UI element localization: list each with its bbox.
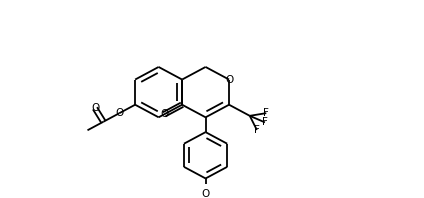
Text: O: O — [225, 75, 233, 85]
Text: F: F — [254, 125, 260, 135]
Text: F: F — [262, 117, 268, 127]
Text: O: O — [115, 108, 123, 118]
Text: O: O — [91, 103, 99, 113]
Text: O: O — [201, 189, 210, 198]
Text: F: F — [263, 108, 269, 118]
Text: O: O — [160, 109, 168, 119]
